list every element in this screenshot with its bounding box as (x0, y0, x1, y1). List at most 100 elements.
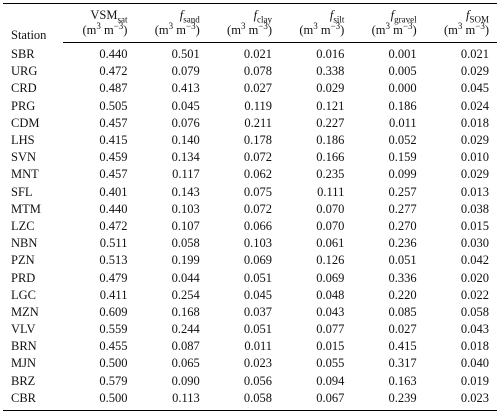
table-row: SVN 0.459 0.134 0.072 0.166 0.159 0.010 (3, 149, 497, 166)
value-cell: 0.257 (388, 184, 417, 199)
value-cell: 0.023 (243, 356, 273, 371)
value-cell: 0.107 (171, 218, 200, 233)
value-cell: 0.501 (171, 47, 200, 62)
table-row: CRD 0.487 0.413 0.027 0.029 0.000 0.045 (3, 80, 497, 97)
value-cell: 0.079 (171, 64, 200, 79)
value-cell: 0.029 (316, 81, 345, 96)
table-row: PRD 0.479 0.044 0.051 0.069 0.336 0.020 (3, 269, 497, 286)
value-cell: 0.415 (99, 133, 128, 148)
value-cell: 0.070 (316, 201, 345, 216)
value-cell: 0.134 (171, 150, 200, 165)
value-cell: 0.411 (99, 287, 128, 302)
unit-label: (m3 m−3) (207, 21, 281, 43)
value-cell: 0.005 (388, 64, 417, 79)
paper-page: Station VSMsat fsand fclay fsilt fgravel… (0, 3, 500, 413)
value-cell: 0.070 (316, 218, 345, 233)
station-cell: MZN (11, 304, 39, 319)
value-cell: 0.140 (171, 133, 200, 148)
value-cell: 0.401 (99, 184, 128, 199)
value-cell: 0.065 (171, 356, 200, 371)
value-cell: 0.579 (99, 373, 128, 388)
value-cell: 0.019 (460, 373, 489, 388)
value-cell: 0.067 (280, 389, 353, 411)
value-cell: 0.021 (243, 47, 273, 62)
value-cell: 0.500 (99, 356, 128, 371)
value-cell: 0.061 (316, 236, 345, 251)
value-cell: 0.043 (460, 322, 489, 337)
station-cell: PRG (11, 98, 36, 113)
value-cell: 0.500 (63, 389, 136, 411)
station-cell: CRD (11, 81, 37, 96)
value-cell: 0.051 (243, 322, 273, 337)
value-cell: 0.038 (460, 201, 489, 216)
value-cell: 0.051 (388, 253, 417, 268)
table-row: MZN 0.609 0.168 0.037 0.043 0.085 0.058 (3, 304, 497, 321)
station-cell: URG (11, 64, 38, 79)
header-f-som: fSOM (424, 3, 497, 24)
value-cell: 0.085 (388, 304, 417, 319)
value-cell: 0.111 (317, 184, 345, 199)
value-cell: 0.457 (99, 167, 128, 182)
value-cell: 0.058 (171, 236, 200, 251)
station-cell: LGC (11, 287, 36, 302)
value-cell: 0.505 (99, 98, 128, 113)
value-cell: 0.236 (388, 236, 417, 251)
value-cell: 0.317 (388, 356, 417, 371)
value-cell: 0.069 (243, 253, 273, 268)
value-cell: 0.010 (460, 150, 489, 165)
soil-properties-table: Station VSMsat fsand fclay fsilt fgravel… (3, 3, 497, 411)
value-cell: 0.022 (460, 287, 489, 302)
station-cell: BRZ (11, 373, 36, 388)
station-cell: SBR (11, 46, 35, 61)
value-cell: 0.069 (316, 270, 345, 285)
station-cell: VLV (11, 322, 36, 337)
value-cell: 0.023 (424, 389, 497, 411)
value-cell: 0.186 (388, 98, 417, 113)
value-cell: 0.178 (243, 133, 273, 148)
table-row: VLV 0.559 0.244 0.051 0.077 0.027 0.043 (3, 321, 497, 338)
value-cell: 0.015 (460, 218, 489, 233)
station-cell: CBR (3, 389, 64, 411)
value-cell: 0.479 (99, 270, 128, 285)
unit-label: (m3 m−3) (280, 21, 353, 43)
value-cell: 0.413 (171, 81, 200, 96)
value-cell: 0.077 (316, 322, 345, 337)
value-cell: 0.487 (99, 81, 128, 96)
value-cell: 0.094 (316, 373, 345, 388)
value-cell: 0.011 (388, 115, 417, 130)
value-cell: 0.058 (460, 304, 489, 319)
station-cell: CDM (11, 115, 40, 130)
value-cell: 0.029 (460, 64, 489, 79)
value-cell: 0.055 (316, 356, 345, 371)
value-cell: 0.459 (99, 150, 128, 165)
value-cell: 0.090 (171, 373, 200, 388)
table-row: SBR 0.440 0.501 0.021 0.016 0.001 0.021 (3, 43, 497, 64)
table-row: NBN 0.511 0.058 0.103 0.061 0.236 0.030 (3, 235, 497, 252)
value-cell: 0.042 (460, 253, 489, 268)
value-cell: 0.027 (388, 322, 417, 337)
value-cell: 0.056 (243, 373, 273, 388)
station-cell: BRN (11, 339, 37, 354)
value-cell: 0.199 (171, 253, 200, 268)
value-cell: 0.062 (243, 167, 273, 182)
value-cell: 0.027 (243, 81, 273, 96)
value-cell: 0.472 (99, 218, 128, 233)
station-cell: SVN (11, 150, 37, 165)
value-cell: 0.058 (207, 389, 281, 411)
table-body: SBR 0.440 0.501 0.021 0.016 0.001 0.021 URG 0.47… (3, 43, 497, 411)
table-row: PZN 0.513 0.199 0.069 0.126 0.051 0.042 (3, 252, 497, 269)
table-row: LGC 0.411 0.254 0.045 0.048 0.220 0.022 (3, 287, 497, 304)
value-cell: 0.239 (352, 389, 425, 411)
header-f-gravel: fgravel (352, 3, 425, 24)
table-row: LHS 0.415 0.140 0.178 0.186 0.052 0.029 (3, 132, 497, 149)
value-cell: 0.018 (460, 339, 489, 354)
value-cell: 0.043 (316, 304, 345, 319)
value-cell: 0.045 (243, 287, 273, 302)
header-f-silt: fsilt (280, 3, 353, 24)
value-cell: 0.051 (243, 270, 273, 285)
value-cell: 0.119 (244, 98, 273, 113)
value-cell: 0.076 (171, 115, 200, 130)
value-cell: 0.168 (171, 304, 200, 319)
value-cell: 0.254 (171, 287, 200, 302)
value-cell: 0.440 (99, 47, 128, 62)
